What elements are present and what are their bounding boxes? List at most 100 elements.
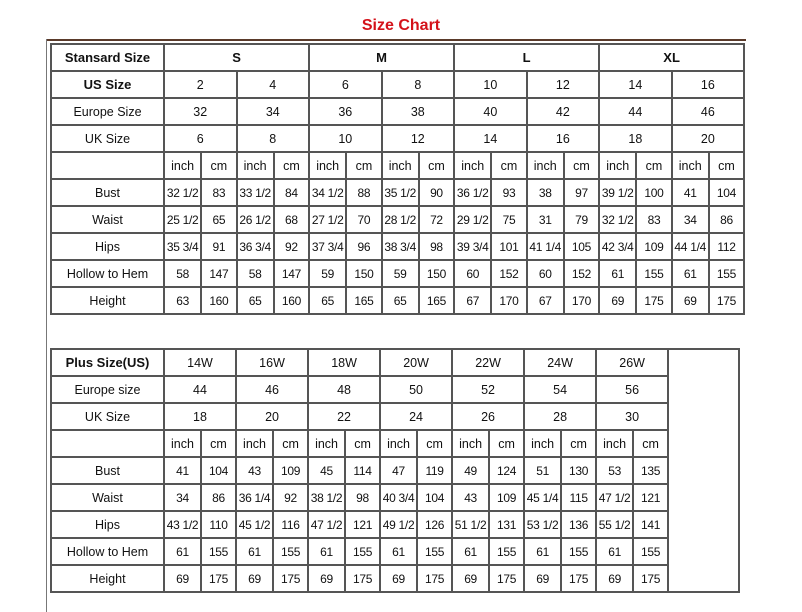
inch-value: 28 1/2 bbox=[380, 205, 420, 234]
uk-size-row: UK Size 18 20 22 24 26 28 30 bbox=[50, 402, 739, 431]
us-size: 16 bbox=[670, 70, 746, 99]
inch-value: 47 bbox=[379, 456, 419, 485]
plus-size: 14W bbox=[162, 348, 238, 377]
frame-top-border bbox=[46, 39, 746, 41]
inch-value: 61 bbox=[235, 537, 275, 566]
unit-cm: cm bbox=[562, 151, 601, 180]
europe-size: 54 bbox=[523, 375, 598, 404]
uk-size: 12 bbox=[380, 124, 456, 153]
cm-value: 110 bbox=[199, 510, 238, 539]
plus-size: 20W bbox=[379, 348, 454, 377]
uk-size-label: UK Size bbox=[50, 124, 165, 153]
cm-value: 83 bbox=[635, 205, 673, 234]
standard-size-label: Stansard Size bbox=[50, 43, 165, 72]
cm-value: 100 bbox=[635, 178, 673, 207]
unit-inch: inch bbox=[525, 151, 565, 180]
cm-value: 115 bbox=[560, 483, 598, 512]
inch-value: 61 bbox=[451, 537, 491, 566]
cm-value: 72 bbox=[417, 205, 456, 234]
inch-value: 29 1/2 bbox=[453, 205, 493, 234]
cm-value: 170 bbox=[490, 286, 528, 315]
unit-inch: inch bbox=[235, 429, 275, 458]
unit-inch: inch bbox=[453, 151, 493, 180]
cm-value: 101 bbox=[490, 232, 528, 261]
inch-value: 32 1/2 bbox=[598, 205, 638, 234]
europe-size: 40 bbox=[453, 97, 528, 126]
us-size: 6 bbox=[308, 70, 383, 99]
cm-value: 79 bbox=[562, 205, 601, 234]
inch-value: 32 1/2 bbox=[162, 178, 203, 207]
inch-value: 34 bbox=[670, 205, 710, 234]
inch-value: 26 1/2 bbox=[235, 205, 275, 234]
cm-value: 175 bbox=[635, 286, 673, 315]
inch-value: 43 1/2 bbox=[163, 510, 202, 539]
cm-value: 97 bbox=[562, 178, 601, 207]
cm-value: 96 bbox=[345, 232, 383, 261]
cm-value: 109 bbox=[488, 483, 526, 512]
size-group: L bbox=[453, 43, 601, 72]
measurement-label: Hips bbox=[50, 510, 165, 539]
us-size: 8 bbox=[380, 70, 456, 99]
inch-value: 65 bbox=[235, 286, 275, 315]
inch-value: 42 3/4 bbox=[598, 232, 638, 261]
us-size-label: US Size bbox=[50, 70, 165, 99]
us-size: 10 bbox=[453, 70, 528, 99]
cm-value: 175 bbox=[488, 564, 526, 593]
cm-value: 170 bbox=[562, 286, 601, 315]
unit-inch: inch bbox=[598, 151, 638, 180]
inch-value: 63 bbox=[162, 286, 203, 315]
inch-value: 67 bbox=[525, 286, 565, 315]
measurement-label: Hollow to Hem bbox=[50, 259, 165, 288]
cm-value: 152 bbox=[490, 259, 528, 288]
inch-value: 58 bbox=[162, 259, 203, 288]
plus-size: 18W bbox=[307, 348, 382, 377]
unit-inch: inch bbox=[380, 151, 420, 180]
measurement-label: Hollow to Hem bbox=[50, 537, 165, 566]
measurement-row: Bust 32 1/2 83 33 1/2 84 34 1/2 88 35 1/2 90 36 1… bbox=[50, 178, 746, 207]
cm-value: 116 bbox=[272, 510, 310, 539]
inch-value: 45 1/2 bbox=[235, 510, 275, 539]
uk-size-row: UK Size 6 8 10 12 14 16 18 20 bbox=[50, 124, 746, 153]
cm-value: 112 bbox=[707, 232, 746, 261]
unit-inch: inch bbox=[595, 429, 635, 458]
size-group: S bbox=[162, 43, 311, 72]
standard-size-table: Stansard Size S M L XL US Size 2 4 6 8 10 12 14 16 Eur… bbox=[50, 43, 746, 315]
unit-inch: inch bbox=[308, 151, 348, 180]
cm-value: 86 bbox=[199, 483, 238, 512]
empty-side-cell bbox=[667, 348, 741, 593]
inch-value: 38 1/2 bbox=[307, 483, 347, 512]
europe-size: 44 bbox=[162, 375, 238, 404]
inch-value: 49 bbox=[451, 456, 491, 485]
plus-size: 24W bbox=[523, 348, 598, 377]
size-group: XL bbox=[598, 43, 746, 72]
cm-value: 175 bbox=[632, 564, 670, 593]
cm-value: 86 bbox=[707, 205, 746, 234]
uk-size: 22 bbox=[307, 402, 382, 431]
unit-header-row: inch cm inch cm inch cm inch cm inch cm inch cm inch… bbox=[50, 151, 746, 180]
inch-value: 45 bbox=[307, 456, 347, 485]
inch-value: 36 1/2 bbox=[453, 178, 493, 207]
cm-value: 135 bbox=[632, 456, 670, 485]
inch-value: 69 bbox=[598, 286, 638, 315]
unit-cm: cm bbox=[632, 429, 670, 458]
cm-value: 114 bbox=[344, 456, 382, 485]
uk-size-label: UK Size bbox=[50, 402, 165, 431]
unit-cm: cm bbox=[416, 429, 454, 458]
plus-size-row: Plus Size(US) 14W 16W 18W 20W 22W 24W 26W bbox=[50, 348, 741, 593]
inch-value: 61 bbox=[598, 259, 638, 288]
inch-value: 51 bbox=[523, 456, 563, 485]
inch-value: 61 bbox=[307, 537, 347, 566]
cm-value: 155 bbox=[635, 259, 673, 288]
unit-inch: inch bbox=[162, 151, 203, 180]
cm-value: 104 bbox=[199, 456, 238, 485]
unit-inch: inch bbox=[379, 429, 419, 458]
inch-value: 61 bbox=[163, 537, 202, 566]
cm-value: 165 bbox=[417, 286, 456, 315]
inch-value: 69 bbox=[451, 564, 491, 593]
us-size: 4 bbox=[235, 70, 311, 99]
empty-cell bbox=[50, 429, 165, 458]
cm-value: 91 bbox=[200, 232, 238, 261]
unit-cm: cm bbox=[272, 429, 310, 458]
measurement-row: Hips 43 1/2 110 45 1/2 116 47 1/2 121 49 1/2 126… bbox=[50, 510, 739, 539]
unit-cm: cm bbox=[635, 151, 673, 180]
